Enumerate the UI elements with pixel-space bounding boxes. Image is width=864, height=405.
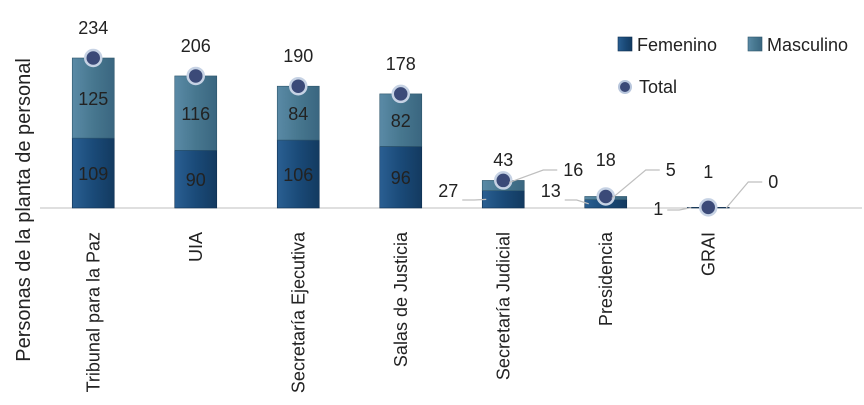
legend-marker-total [618,80,632,94]
data-label-total: 178 [386,54,416,74]
total-marker [84,48,103,68]
legend: Femenino Masculino Total [617,35,848,97]
data-label-masculino: 5 [666,160,676,180]
leader-femenino [462,198,487,201]
data-label-femenino: 106 [283,165,313,185]
total-marker [494,171,513,190]
data-label-total: 234 [78,18,108,38]
bar-masculino [174,75,218,151]
leader-femenino [667,207,692,211]
data-label-masculino: 16 [563,160,583,180]
data-label-femenino: 27 [438,181,458,201]
bar-masculino [71,57,115,139]
total-marker [596,187,615,206]
x-tick-label: GRAI [698,232,718,276]
data-label-masculino: 0 [768,172,778,192]
x-tick-label: Tribunal para la Paz [83,232,103,392]
data-label-femenino: 13 [541,181,561,201]
data-label-femenino: 96 [391,168,411,188]
data-label-masculino: 116 [181,104,210,124]
leader-masculino [725,181,763,209]
x-tick-label: Salas de Justicia [391,231,411,367]
total-marker [391,84,410,104]
x-tick-label: UIA [186,232,206,262]
data-label-total: 43 [493,150,513,170]
total-marker [699,198,718,217]
x-tick-label: Presidencia [596,231,616,326]
data-label-total: 1 [703,162,713,182]
leader-masculino [509,169,558,183]
data-label-femenino: 90 [186,170,206,190]
data-label-total: 206 [181,36,211,56]
legend-label-femenino: Femenino [637,35,717,55]
data-label-femenino: 109 [78,164,108,184]
bar-femenino [276,139,320,209]
total-marker [289,76,308,96]
total-marker [186,66,205,86]
x-tick-label: Secretaría Judicial [493,232,513,380]
legend-swatch-femenino [617,36,633,52]
data-label-femenino: 1 [653,199,663,219]
bar-femenino [71,137,115,209]
data-label-masculino: 84 [288,104,308,124]
legend-label-total: Total [639,77,677,97]
bar-femenino [481,190,525,209]
leader-masculino [611,169,660,199]
chart-marks: Tribunal para la Paz109125234UIA90116206… [71,18,778,393]
data-label-masculino: 82 [391,111,411,131]
leader-femenino [564,199,589,205]
x-tick-label: Secretaría Ejecutiva [288,231,308,393]
legend-label-masculino: Masculino [767,35,848,55]
y-axis-label: Personas de la planta de personal [13,58,35,362]
legend-swatch-masculino [747,36,763,52]
data-label-total: 190 [283,46,313,66]
bar-femenino [379,146,423,209]
data-label-masculino: 125 [78,89,108,109]
data-label-total: 18 [596,150,616,170]
